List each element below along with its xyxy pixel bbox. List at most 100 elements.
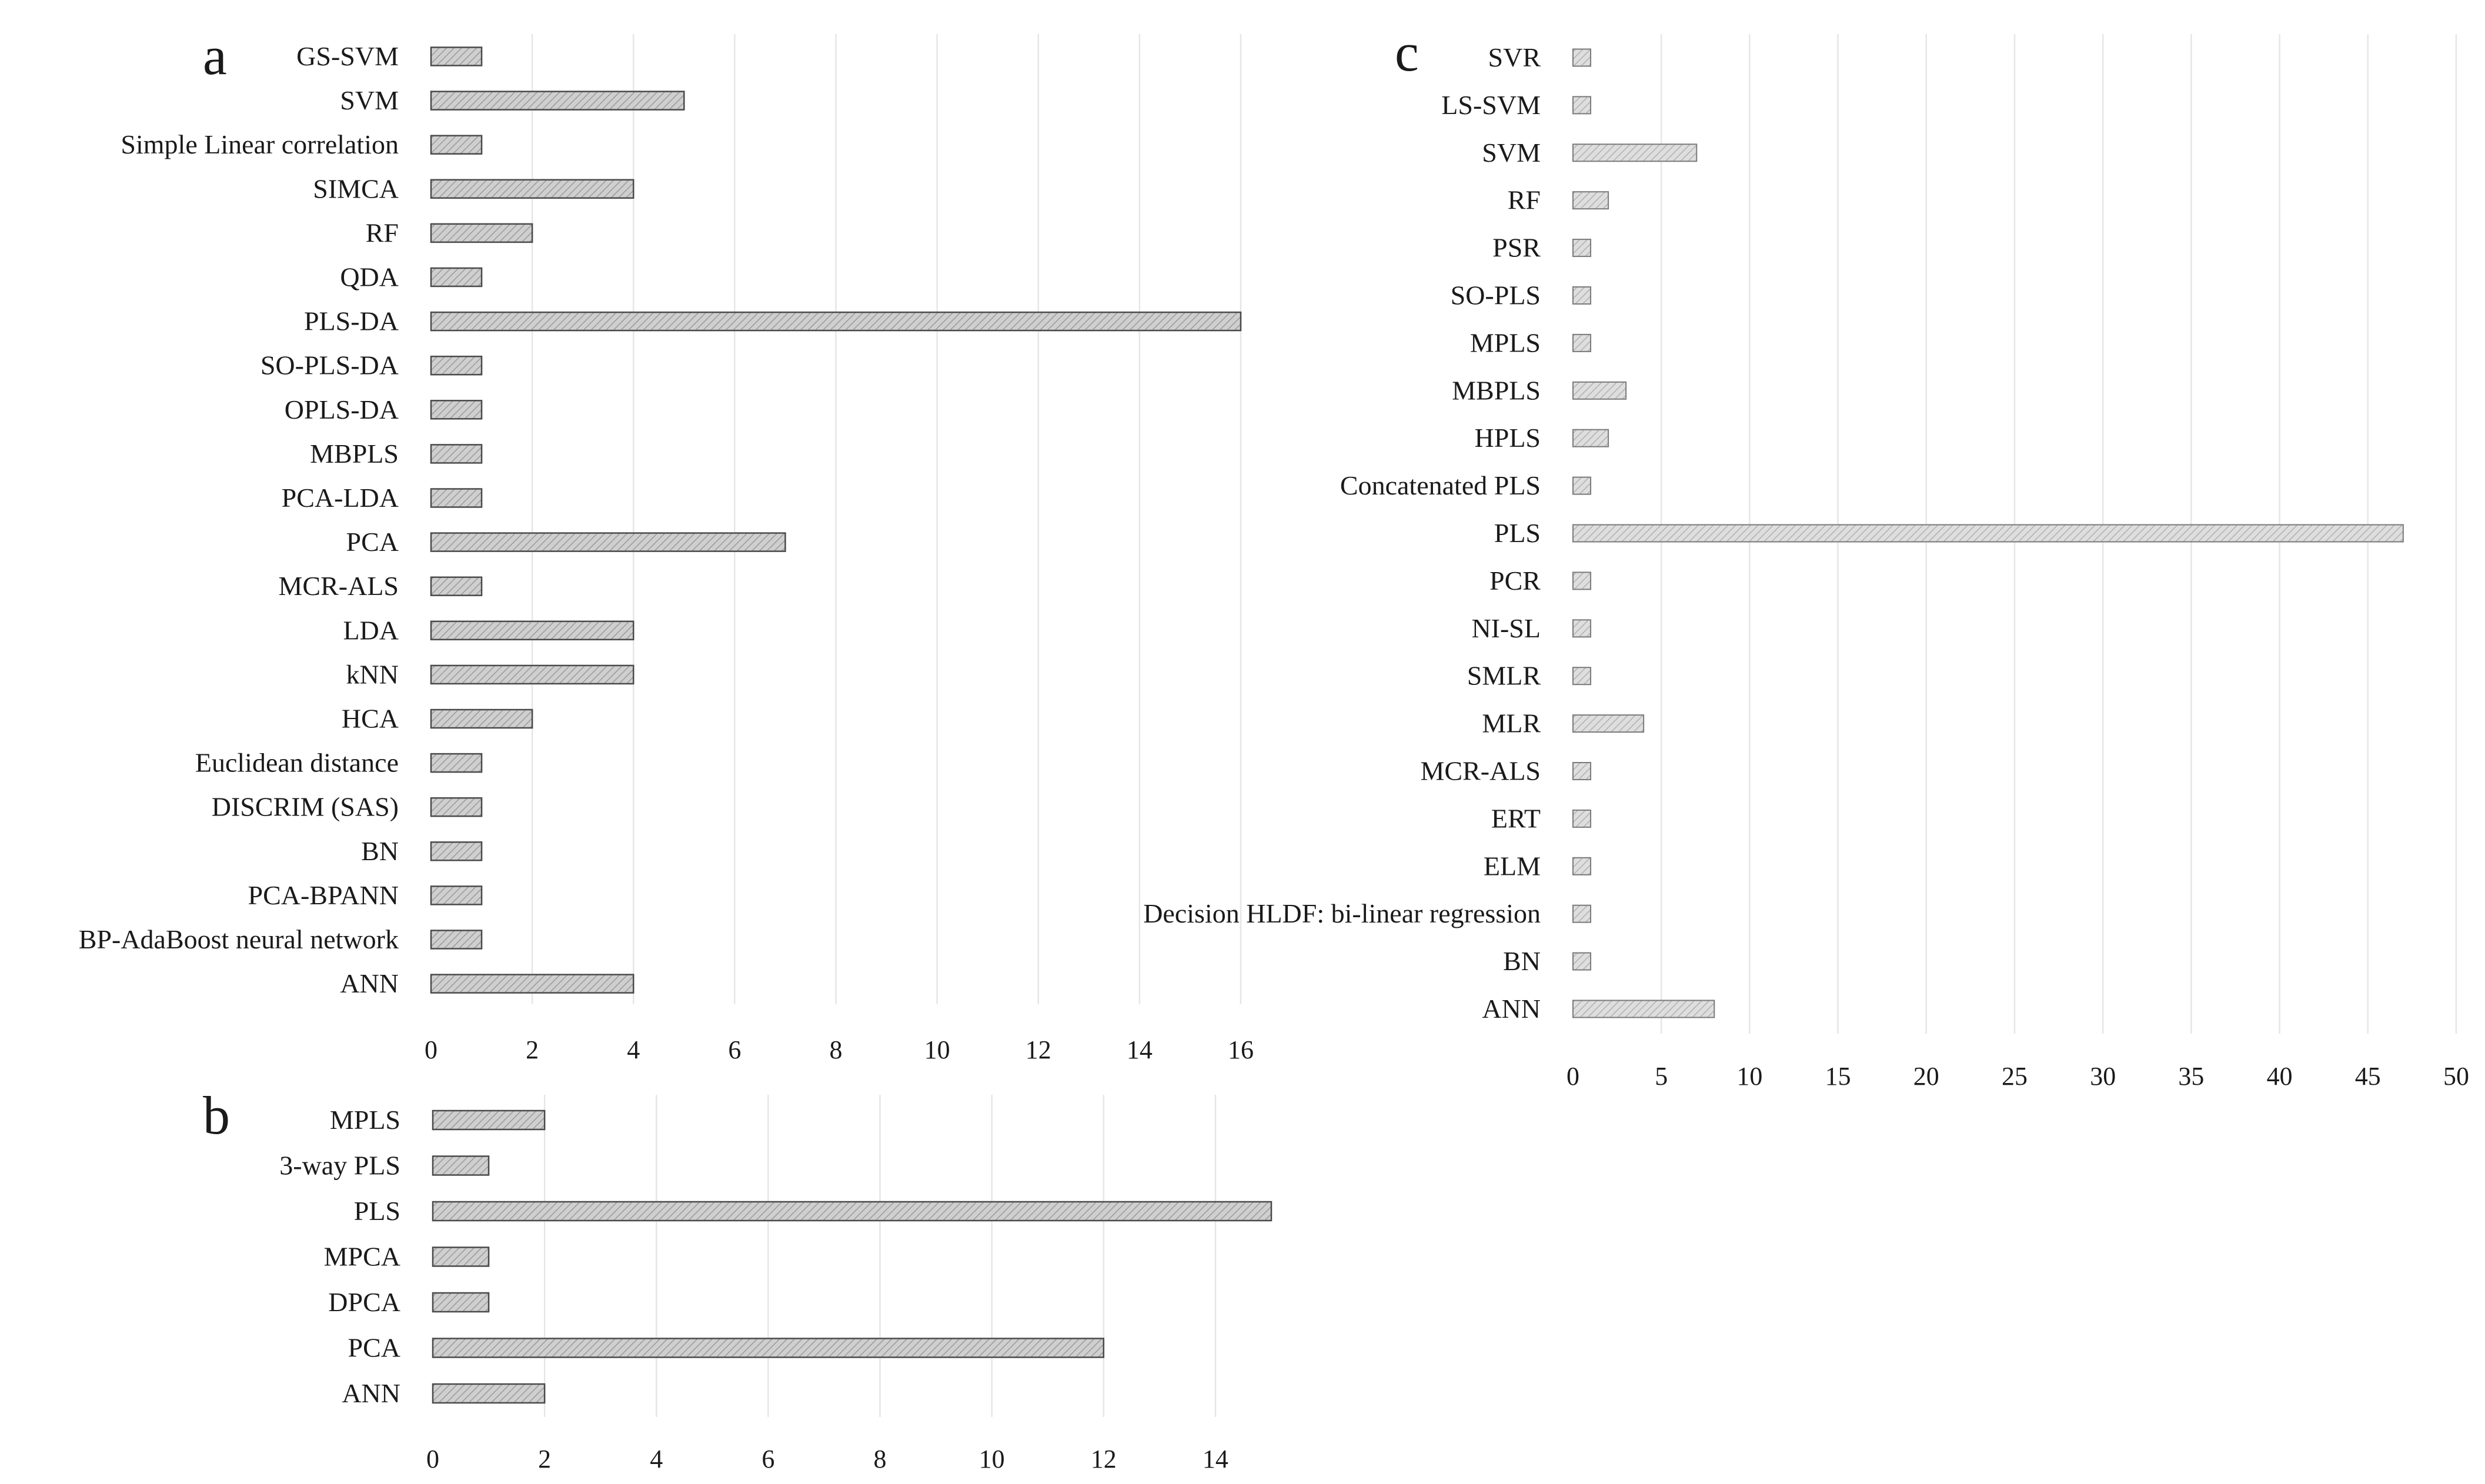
bar-c-7	[1572, 381, 1627, 400]
bar-c-20	[1572, 1000, 1715, 1018]
category-label-b-2: PLS	[354, 1196, 400, 1226]
x-tick-label-c-25: 25	[2002, 1062, 2028, 1091]
category-label-b-0: MPLS	[330, 1105, 400, 1135]
panel-letter-c: c	[1395, 22, 1419, 82]
panel-letter-b: b	[203, 1085, 230, 1145]
category-label-c-5: SO-PLS	[1451, 280, 1541, 310]
bar-a-2	[430, 135, 483, 155]
category-label-b-1: 3-way PLS	[279, 1151, 400, 1181]
bar-c-1	[1572, 96, 1592, 115]
x-tick-label-c-45: 45	[2355, 1062, 2381, 1091]
bar-c-5	[1572, 286, 1592, 305]
bar-a-19	[430, 885, 483, 905]
category-label-a-19: PCA-BPANN	[248, 880, 399, 910]
x-tick-label-c-5: 5	[1655, 1062, 1668, 1091]
x-tick-label-c-10: 10	[1736, 1062, 1762, 1091]
category-label-a-12: MCR-ALS	[279, 571, 399, 601]
bar-c-17	[1572, 857, 1592, 875]
bar-c-6	[1572, 333, 1592, 352]
category-label-a-5: QDA	[340, 262, 399, 292]
category-label-a-17: DISCRIM (SAS)	[212, 792, 399, 822]
bar-a-6	[430, 311, 1242, 332]
category-label-c-19: BN	[1503, 946, 1541, 976]
bar-b-2	[432, 1201, 1272, 1222]
category-label-c-12: NI-SL	[1471, 613, 1541, 643]
bar-c-16	[1572, 809, 1592, 828]
chart-panel-a: 0 2 4 6 8 10 12 14 16 GS-SVM SVM Simple Linear corr…	[79, 26, 1254, 1064]
category-label-c-10: PLS	[1494, 518, 1541, 548]
category-label-a-3: SIMCA	[313, 173, 399, 203]
category-label-c-4: PSR	[1492, 233, 1541, 263]
category-label-c-1: LS-SVM	[1441, 90, 1541, 120]
x-tick-label-a-4: 4	[627, 1035, 640, 1064]
category-label-c-3: RF	[1508, 185, 1541, 215]
category-label-c-2: SVM	[1482, 138, 1541, 168]
x-tick-label-b-12: 12	[1091, 1445, 1117, 1473]
bar-a-11	[430, 532, 786, 552]
category-label-a-2: Simple Linear correlation	[121, 129, 399, 159]
category-label-a-10: PCA-LDA	[282, 483, 399, 513]
bar-c-15	[1572, 762, 1592, 780]
bar-b-0	[432, 1109, 546, 1131]
bar-c-13	[1572, 667, 1592, 686]
x-tick-label-c-35: 35	[2178, 1062, 2204, 1091]
x-tick-label-a-6: 6	[728, 1035, 741, 1064]
category-label-c-15: MCR-ALS	[1421, 756, 1541, 786]
x-tick-label-b-2: 2	[538, 1445, 551, 1473]
bar-c-0	[1572, 48, 1592, 67]
bar-b-1	[432, 1155, 490, 1176]
category-label-c-17: ELM	[1484, 851, 1541, 881]
x-tick-label-a-8: 8	[830, 1035, 843, 1064]
category-label-a-0: GS-SVM	[296, 41, 399, 71]
category-label-a-14: kNN	[346, 659, 399, 689]
x-tick-label-a-14: 14	[1127, 1035, 1153, 1064]
x-tick-label-b-14: 14	[1203, 1445, 1228, 1473]
bar-a-10	[430, 488, 483, 508]
category-label-c-6: MPLS	[1470, 327, 1541, 357]
bar-a-3	[430, 179, 634, 199]
category-label-c-14: MLR	[1482, 708, 1541, 738]
chart-panel-b: 0 2 4 6 8 10 12 14 MPLS 3-way PLS PLS MPCA DPCA PCA AN…	[203, 1085, 1272, 1473]
category-label-b-5: PCA	[348, 1333, 400, 1363]
bar-c-11	[1572, 571, 1592, 590]
bar-c-10	[1572, 524, 2404, 543]
bar-a-1	[430, 91, 685, 111]
category-label-c-8: HPLS	[1475, 423, 1541, 453]
x-tick-label-c-0: 0	[1567, 1062, 1579, 1091]
panel-letter-a: a	[203, 26, 227, 86]
bar-c-9	[1572, 476, 1592, 495]
category-label-a-20: BP-AdaBoost neural network	[79, 924, 399, 954]
category-label-b-4: DPCA	[328, 1287, 400, 1317]
x-tick-label-a-0: 0	[425, 1035, 437, 1064]
category-label-c-11: PCR	[1489, 566, 1541, 596]
category-label-c-9: Concatenated PLS	[1340, 470, 1541, 500]
x-tick-label-a-16: 16	[1228, 1035, 1254, 1064]
bar-c-3	[1572, 191, 1609, 210]
category-label-c-18: Decision HLDF: bi-linear regression	[1143, 898, 1541, 928]
category-label-a-4: RF	[366, 218, 399, 248]
bar-a-15	[430, 708, 533, 729]
category-label-a-7: SO-PLS-DA	[260, 350, 399, 380]
category-label-c-16: ERT	[1491, 803, 1541, 833]
category-label-c-7: MBPLS	[1452, 375, 1541, 405]
x-tick-label-c-50: 50	[2443, 1062, 2469, 1091]
x-tick-label-b-8: 8	[874, 1445, 887, 1473]
bar-a-16	[430, 753, 483, 773]
category-label-c-0: SVR	[1488, 42, 1541, 72]
category-label-a-8: OPLS-DA	[285, 395, 399, 425]
bar-a-0	[430, 46, 483, 66]
x-tick-label-b-0: 0	[426, 1445, 439, 1473]
category-label-c-20: ANN	[1482, 994, 1541, 1024]
category-label-a-16: Euclidean distance	[195, 748, 399, 778]
bar-b-3	[432, 1246, 490, 1267]
category-label-a-18: BN	[361, 836, 399, 866]
x-tick-label-c-20: 20	[1913, 1062, 1939, 1091]
bar-a-17	[430, 797, 483, 817]
x-tick-label-a-2: 2	[526, 1035, 539, 1064]
x-tick-label-b-10: 10	[979, 1445, 1005, 1473]
bar-b-6	[432, 1383, 546, 1404]
bar-a-8	[430, 400, 483, 420]
x-tick-label-c-15: 15	[1825, 1062, 1851, 1091]
category-label-a-21: ANN	[340, 968, 399, 998]
